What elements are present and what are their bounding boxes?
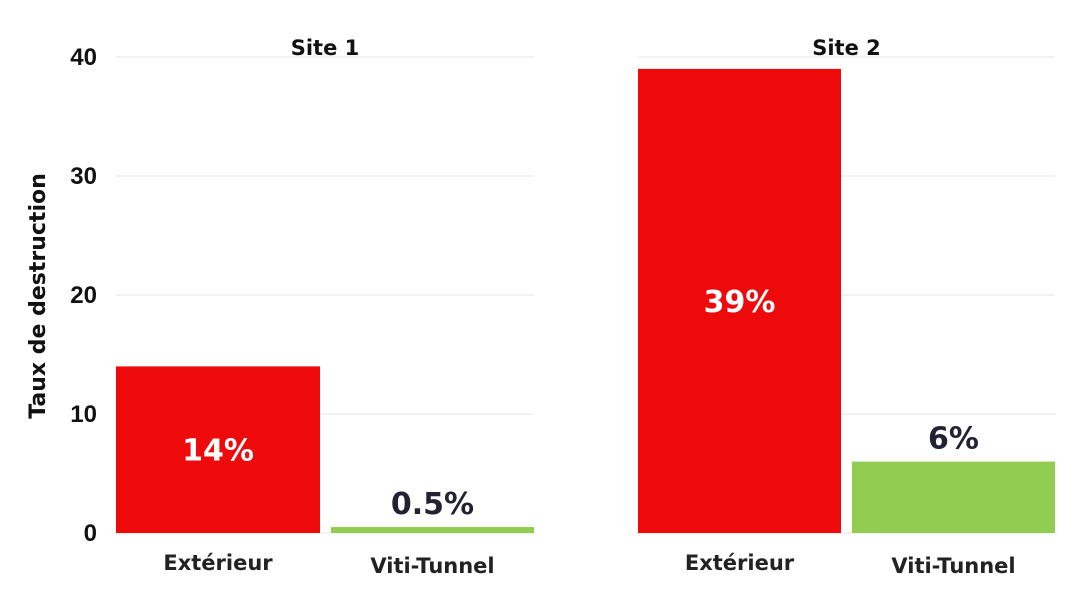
labels: Site 1 14% Extérieur 0.5% Viti-Tunnel Site 2 3… bbox=[163, 36, 1015, 578]
bar bbox=[638, 68, 841, 534]
category-label: Extérieur bbox=[163, 551, 273, 575]
bar bbox=[331, 527, 534, 533]
category-label: Extérieur bbox=[685, 551, 795, 575]
y-axis-ticks: 0 10 20 30 40 bbox=[70, 44, 97, 547]
category-label: Viti-Tunnel bbox=[891, 554, 1015, 578]
y-tick-label: 10 bbox=[70, 401, 97, 428]
bar bbox=[852, 461, 1055, 533]
data-label: 39% bbox=[704, 285, 776, 320]
category-label: Viti-Tunnel bbox=[370, 554, 494, 578]
data-label: 6% bbox=[928, 422, 979, 457]
data-label: 0.5% bbox=[391, 487, 474, 522]
bars bbox=[116, 68, 1055, 534]
y-tick-label: 20 bbox=[70, 282, 97, 309]
bar bbox=[116, 366, 320, 533]
data-label: 14% bbox=[182, 434, 254, 469]
panel-title: Site 2 bbox=[812, 36, 881, 60]
y-axis-label: Taux de destruction bbox=[26, 173, 51, 419]
y-tick-label: 0 bbox=[84, 520, 97, 547]
panel-title: Site 1 bbox=[291, 36, 360, 60]
y-tick-label: 40 bbox=[70, 44, 97, 71]
y-tick-label: 30 bbox=[70, 163, 97, 190]
